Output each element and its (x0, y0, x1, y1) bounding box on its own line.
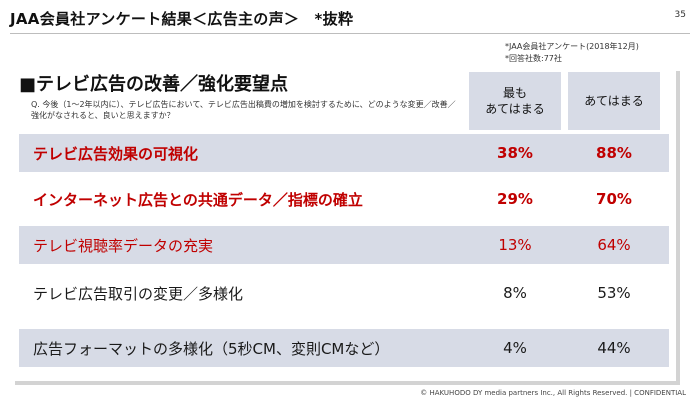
column-header-most-applicable-line2: あてはまる (485, 102, 545, 116)
table-row: 広告フォーマットの多様化（5秒CM、変則CMなど） 4% 44% (19, 329, 669, 367)
row-value-applicable: 64% (597, 236, 631, 254)
column-header-most-applicable: 最も あてはまる (469, 72, 561, 130)
row-value-most-applicable: 4% (503, 339, 527, 357)
source-note: *JAA会員社アンケート(2018年12月) *回答社数:77社 (505, 41, 639, 65)
survey-panel: ■テレビ広告の改善／強化要望点 Q. 今後（1～2年以内に）、テレビ広告において… (11, 67, 676, 381)
row-label: テレビ広告効果の可視化 (33, 144, 199, 163)
source-note-respondents: *回答社数:77社 (505, 54, 562, 63)
table-row: インターネット広告との共通データ／指標の確立 29% 70% (19, 180, 669, 218)
row-value-applicable: 88% (596, 144, 632, 162)
copyright-footer: © HAKUHODO DY media partners Inc., All R… (420, 389, 686, 397)
row-label: テレビ視聴率データの充実 (33, 236, 214, 255)
column-header-applicable: あてはまる (568, 72, 660, 130)
table-row: テレビ視聴率データの充実 13% 64% (19, 226, 669, 264)
row-value-most-applicable: 8% (503, 284, 527, 302)
table-row: テレビ広告取引の変更／多様化 8% 53% (19, 274, 669, 312)
row-label: テレビ広告取引の変更／多様化 (33, 284, 244, 303)
row-value-most-applicable: 13% (498, 236, 532, 254)
section-title: ■テレビ広告の改善／強化要望点 (19, 74, 289, 95)
row-value-applicable: 44% (597, 339, 631, 357)
survey-question: Q. 今後（1～2年以内に）、テレビ広告において、テレビ広告出稿費の増加を検討す… (31, 100, 456, 120)
title-divider (10, 33, 690, 34)
row-value-most-applicable: 38% (497, 144, 533, 162)
row-value-applicable: 53% (597, 284, 631, 302)
row-value-most-applicable: 29% (497, 190, 533, 208)
row-value-applicable: 70% (596, 190, 632, 208)
column-header-most-applicable-line1: 最も (502, 86, 527, 100)
page-title: JAA会員社アンケート結果＜広告主の声＞ *抜粋 (10, 10, 354, 28)
row-label: インターネット広告との共通データ／指標の確立 (33, 190, 363, 209)
table-row: テレビ広告効果の可視化 38% 88% (19, 134, 669, 172)
source-note-survey: *JAA会員社アンケート(2018年12月) (505, 42, 639, 51)
row-label: 広告フォーマットの多様化（5秒CM、変則CMなど） (33, 339, 390, 358)
page-number: 35 (674, 10, 686, 20)
